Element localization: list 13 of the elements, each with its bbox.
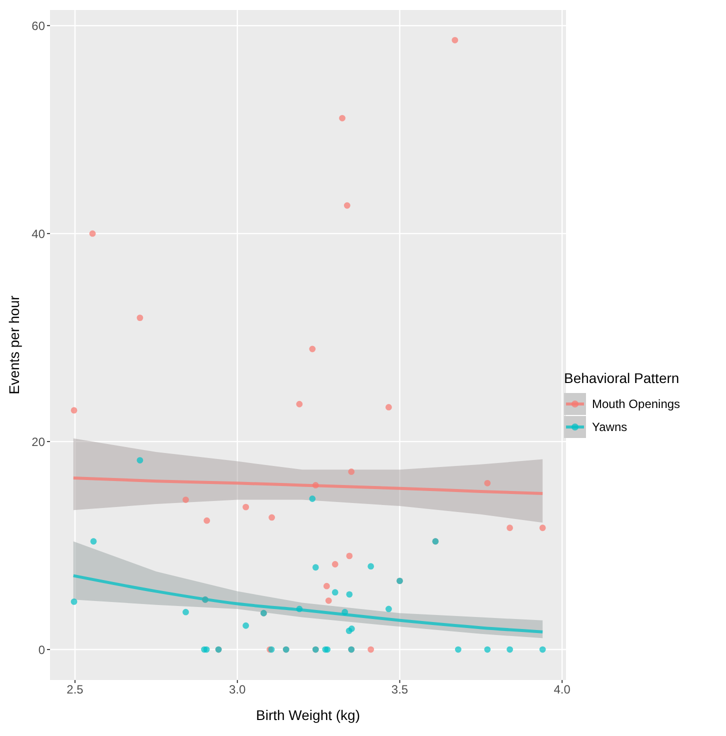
legend-title: Behavioral Pattern [564,370,680,386]
legend-label: Yawns [592,420,628,434]
x-tick-label: 2.5 [66,682,84,697]
x-axis-title: Birth Weight (kg) [256,707,360,723]
x-tick-label: 4.0 [554,682,571,697]
legend-label: Mouth Openings [592,396,680,410]
y-tick-label: 60 [32,18,46,33]
y-tick-label: 20 [32,434,46,449]
y-tick-label: 0 [38,642,46,657]
x-tick-label: 3.5 [391,682,408,697]
y-tick-label: 40 [32,226,46,241]
y-axis-title: Events per hour [6,295,22,394]
x-tick-label: 3.0 [229,682,246,697]
